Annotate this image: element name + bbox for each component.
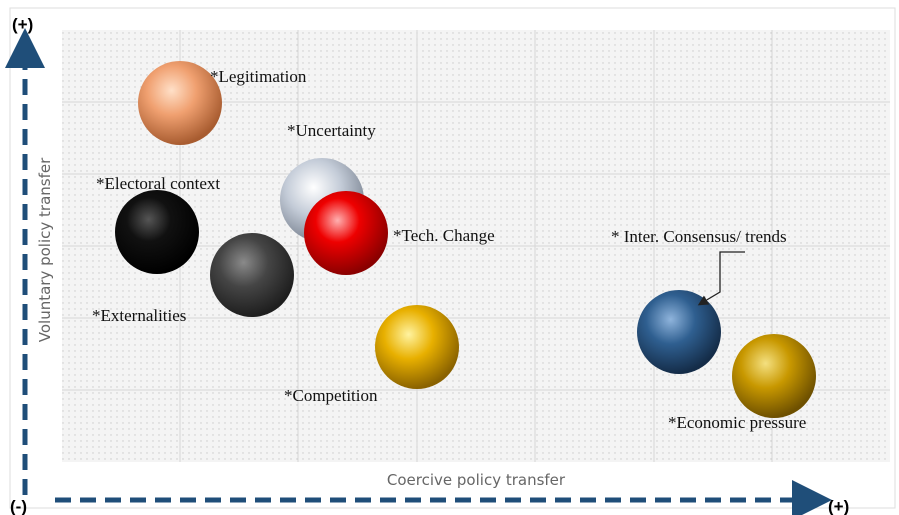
- sphere: [115, 190, 199, 274]
- sphere: [138, 61, 222, 145]
- node-label: * Inter. Consensus/ trends: [611, 227, 787, 246]
- x-plus: (+): [828, 497, 849, 515]
- node-label: *Electoral context: [96, 174, 220, 193]
- x-axis-label: Coercive policy transfer: [387, 471, 566, 489]
- sphere: [637, 290, 721, 374]
- node-label: *Externalities: [92, 306, 186, 325]
- y-plus: (+): [12, 15, 33, 34]
- frame: [9, 7, 896, 509]
- sphere: [375, 305, 459, 389]
- origin-minus: (-): [10, 497, 27, 515]
- sphere: [732, 334, 816, 418]
- sphere: [304, 191, 388, 275]
- node-label: *Legitimation: [210, 67, 307, 86]
- y-axis-label: Voluntary policy transfer: [36, 157, 54, 342]
- node-label: *Uncertainty: [287, 121, 376, 140]
- node-label: *Economic pressure: [668, 413, 806, 432]
- node-label: *Competition: [284, 386, 378, 405]
- node-label: *Tech. Change: [393, 226, 495, 245]
- sphere: [210, 233, 294, 317]
- pointer-arrow: [697, 251, 745, 306]
